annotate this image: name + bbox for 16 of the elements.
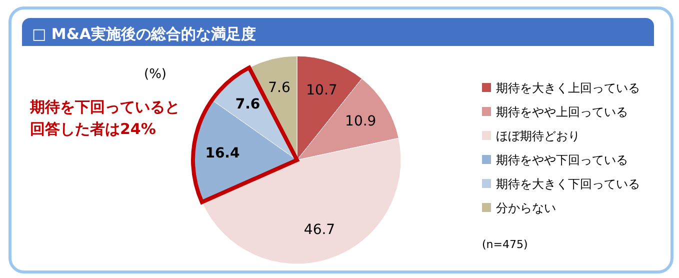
legend-label: 期待を大きく下回っている bbox=[496, 177, 640, 191]
legend-label: 期待をやや上回っている bbox=[496, 105, 628, 119]
text: 期待を下回っていると回答した者は24% bbox=[29, 98, 180, 138]
text: (n=475) bbox=[482, 238, 528, 251]
chart-title: □ M&A実施後の総合的な満足度 bbox=[32, 25, 256, 43]
data-label: 7.6 bbox=[235, 96, 260, 113]
legend-label: 期待を大きく上回っている bbox=[496, 81, 640, 95]
data-label: 46.7 bbox=[304, 222, 336, 238]
text: (%) bbox=[144, 67, 166, 82]
data-label: 10.9 bbox=[345, 114, 376, 130]
data-label: 16.4 bbox=[205, 146, 240, 162]
data-label: 7.6 bbox=[268, 80, 290, 96]
legend-label: 分からない bbox=[496, 201, 556, 215]
legend-label: 期待をやや下回っている bbox=[496, 153, 628, 167]
data-label: 10.7 bbox=[306, 82, 338, 98]
legend-label: ほぼ期待どおり bbox=[496, 129, 580, 143]
